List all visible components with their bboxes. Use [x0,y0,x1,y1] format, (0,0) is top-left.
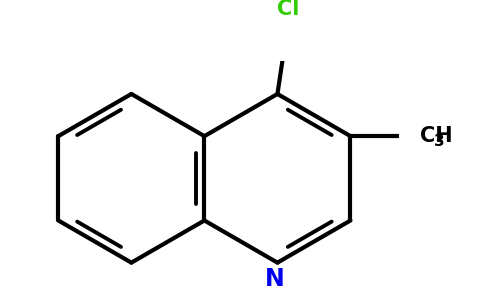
Text: Cl: Cl [277,0,299,20]
Text: CH: CH [420,126,453,146]
Text: 3: 3 [434,134,445,149]
Text: N: N [265,267,285,291]
